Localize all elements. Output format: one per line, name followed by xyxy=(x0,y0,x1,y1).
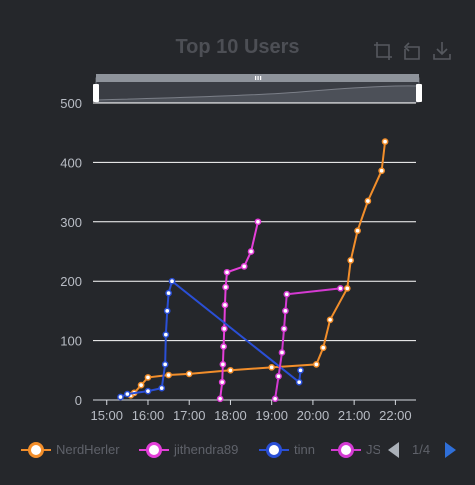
download-icon[interactable] xyxy=(431,40,453,62)
data-point[interactable] xyxy=(218,378,226,386)
data-point[interactable] xyxy=(137,381,145,389)
legend-label: JS xyxy=(366,442,380,457)
data-point[interactable] xyxy=(271,395,279,403)
data-point[interactable] xyxy=(283,290,291,298)
data-point[interactable] xyxy=(124,390,131,398)
x-tick-label: 17:00 xyxy=(173,408,206,423)
data-point[interactable] xyxy=(297,366,304,374)
legend: NerdHerler jithendra89 tinn JS xyxy=(0,436,475,464)
series-lines xyxy=(117,138,389,403)
y-tick-label: 400 xyxy=(60,155,82,170)
chart-title: Top 10 Users xyxy=(175,36,300,58)
restore-icon[interactable] xyxy=(401,40,423,62)
x-tick-label: 20:00 xyxy=(297,408,330,423)
y-tick-label: 200 xyxy=(60,274,82,289)
data-point[interactable] xyxy=(223,268,231,276)
data-point[interactable] xyxy=(165,371,172,379)
datazoom-right-handle[interactable] xyxy=(416,84,422,102)
legend-marker-icon xyxy=(139,442,169,458)
data-point[interactable] xyxy=(268,363,276,371)
data-point[interactable] xyxy=(254,218,262,226)
data-point[interactable] xyxy=(117,393,124,401)
legend-page-indicator: 1/4 xyxy=(412,442,431,457)
data-point[interactable] xyxy=(168,277,176,285)
y-tick-label: 0 xyxy=(75,393,82,408)
data-point[interactable] xyxy=(165,289,172,297)
series-jithendra89[interactable] xyxy=(216,218,262,403)
data-point[interactable] xyxy=(144,374,152,381)
data-point[interactable] xyxy=(280,325,288,333)
data-point[interactable] xyxy=(295,378,303,386)
data-point[interactable] xyxy=(144,387,152,395)
legend-item-js[interactable]: JS xyxy=(330,440,380,460)
x-tick-label: 16:00 xyxy=(132,408,165,423)
chart-plot: 0 100 200 300 400 500 15:00 16:00 17:00 18:00 19:0… xyxy=(60,74,422,423)
zoom-icon[interactable] xyxy=(372,40,394,62)
data-point[interactable] xyxy=(220,343,227,350)
series-nerdherler[interactable] xyxy=(127,138,389,399)
x-tick-label: 22:00 xyxy=(379,408,412,423)
data-point[interactable] xyxy=(343,284,351,292)
data-point[interactable] xyxy=(220,325,228,333)
data-point[interactable] xyxy=(247,248,255,255)
data-point[interactable] xyxy=(337,284,344,292)
data-point[interactable] xyxy=(319,344,327,352)
x-tick-label: 19:00 xyxy=(255,408,288,423)
data-point[interactable] xyxy=(282,307,289,315)
grid-lines xyxy=(93,102,416,342)
y-tick-label: 100 xyxy=(60,334,82,349)
legend-label: tinn xyxy=(294,442,315,457)
data-point[interactable] xyxy=(364,197,372,205)
data-point[interactable] xyxy=(227,366,234,374)
y-tick-label: 500 xyxy=(60,96,82,111)
legend-marker-icon xyxy=(259,442,289,458)
data-point[interactable] xyxy=(216,395,224,403)
datazoom-preview-line xyxy=(95,85,420,101)
data-point[interactable] xyxy=(378,167,385,175)
data-point[interactable] xyxy=(219,361,227,368)
x-tick-label: 18:00 xyxy=(214,408,247,423)
legend-prev-page-icon[interactable] xyxy=(386,441,402,459)
datazoom-slider[interactable] xyxy=(93,74,422,103)
data-point[interactable] xyxy=(313,361,320,368)
legend-label: jithendra89 xyxy=(174,442,239,457)
series-line xyxy=(219,221,259,399)
data-point[interactable] xyxy=(275,372,282,380)
data-point[interactable] xyxy=(161,361,169,368)
series-tinn[interactable] xyxy=(117,277,304,401)
legend-marker-icon xyxy=(21,442,51,458)
axes: 0 100 200 300 400 500 15:00 16:00 17:00 18:00 19:0… xyxy=(60,96,416,423)
data-point[interactable] xyxy=(163,307,171,315)
data-point[interactable] xyxy=(158,384,166,392)
x-tick-label: 21:00 xyxy=(338,408,371,423)
data-point[interactable] xyxy=(381,138,389,145)
series-line xyxy=(274,287,341,399)
data-point[interactable] xyxy=(185,370,193,378)
series-line xyxy=(130,141,387,397)
x-tick-label: 15:00 xyxy=(90,408,123,423)
data-point[interactable] xyxy=(347,257,355,264)
series-js[interactable] xyxy=(271,284,344,403)
datazoom-left-handle[interactable] xyxy=(93,84,99,102)
y-tick-label: 300 xyxy=(60,215,82,230)
data-point[interactable] xyxy=(222,283,229,291)
data-point[interactable] xyxy=(162,331,170,339)
data-point[interactable] xyxy=(240,263,248,270)
data-point[interactable] xyxy=(354,227,361,235)
legend-next-page-icon[interactable] xyxy=(442,441,458,459)
legend-marker-icon xyxy=(331,442,361,458)
data-point[interactable] xyxy=(326,316,334,324)
data-point[interactable] xyxy=(221,301,229,309)
legend-label: NerdHerler xyxy=(56,442,120,457)
data-point[interactable] xyxy=(278,349,286,356)
